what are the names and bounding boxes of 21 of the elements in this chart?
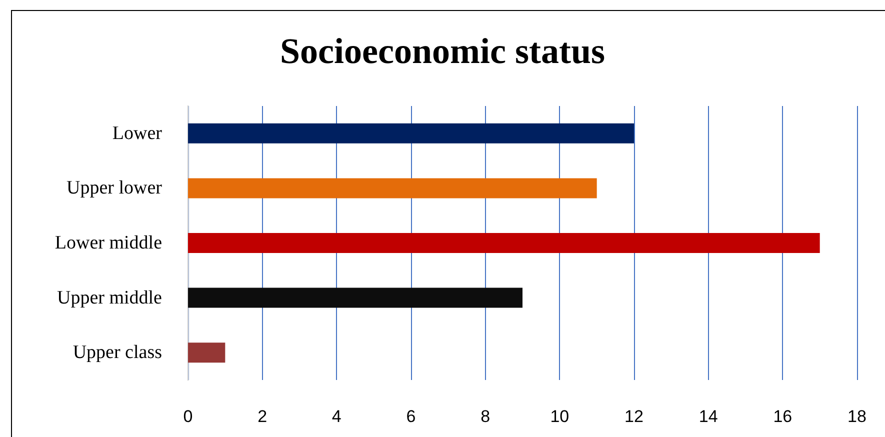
bar — [188, 288, 522, 308]
bar — [188, 178, 597, 198]
y-tick-label: Upper middle — [56, 287, 162, 308]
x-tick-label: 6 — [406, 407, 416, 426]
x-tick-label: 12 — [624, 407, 644, 426]
y-tick-label: Upper class — [72, 342, 162, 364]
chart-title: Socioeconomic status — [280, 31, 605, 71]
y-tick-label: Lower — [112, 122, 163, 144]
x-tick-label: 18 — [848, 407, 866, 426]
x-tick-label: 10 — [550, 407, 570, 426]
y-tick-label: Upper lower — [66, 178, 163, 199]
x-tick-label: 14 — [698, 407, 718, 426]
x-tick-label: 4 — [332, 407, 342, 426]
x-tick-label: 2 — [258, 407, 268, 426]
bar — [188, 342, 226, 363]
x-tick-label: 16 — [773, 407, 792, 426]
bar — [188, 233, 820, 253]
y-tick-label: Lower middle — [54, 232, 162, 254]
x-tick-label: 0 — [183, 407, 193, 426]
x-tick-label: 8 — [480, 407, 490, 426]
bar — [188, 123, 634, 144]
